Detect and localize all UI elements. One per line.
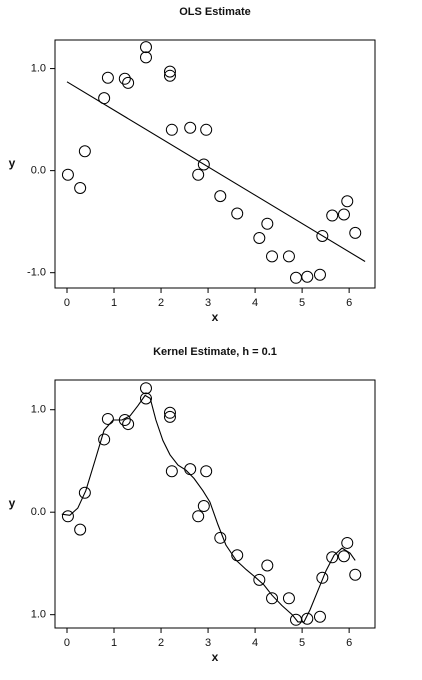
x-tick-label: 5 — [299, 637, 305, 649]
data-point — [197, 158, 210, 171]
data-point — [98, 433, 111, 446]
data-point — [349, 568, 362, 581]
data-point — [184, 463, 197, 476]
data-point — [337, 208, 350, 221]
data-point — [122, 76, 135, 89]
data-point — [301, 612, 314, 625]
data-point — [261, 559, 274, 572]
x-tick-label: 3 — [205, 297, 211, 309]
y-tick-label: -1.0 — [27, 267, 46, 279]
data-point — [289, 271, 302, 284]
data-point — [61, 168, 74, 181]
data-point — [139, 51, 152, 64]
data-point — [192, 168, 205, 181]
x-tick-label: 4 — [252, 637, 258, 649]
data-point — [200, 465, 213, 478]
data-point — [341, 536, 354, 549]
x-axis-label: x — [212, 650, 219, 664]
x-tick-label: 0 — [64, 297, 70, 309]
data-point — [282, 592, 295, 605]
data-point — [197, 500, 210, 513]
data-point — [139, 41, 152, 54]
data-point — [163, 69, 176, 82]
x-tick-label: 2 — [158, 297, 164, 309]
x-tick-label: 0 — [64, 637, 70, 649]
x-tick-label: 1 — [111, 297, 117, 309]
data-point — [266, 250, 279, 263]
y-tick-label: 1.0 — [31, 404, 46, 416]
data-point — [163, 406, 176, 419]
plot-frame — [54, 379, 376, 629]
data-point — [282, 250, 295, 263]
data-point — [74, 181, 87, 194]
data-point — [74, 523, 87, 536]
data-point — [253, 231, 266, 244]
y-tick-label: 0.0 — [31, 506, 46, 518]
x-tick-label: 5 — [299, 297, 305, 309]
chart-title: Kernel Estimate, h = 0.1 — [153, 346, 277, 358]
data-point — [118, 72, 131, 85]
data-point — [326, 551, 339, 564]
chart-title: OLS Estimate — [179, 6, 251, 18]
data-point — [316, 229, 329, 242]
data-point — [165, 123, 178, 136]
data-point — [163, 65, 176, 78]
data-point — [316, 571, 329, 584]
data-point — [313, 268, 326, 281]
data-point — [313, 610, 326, 623]
y-axis-label: y — [9, 156, 16, 170]
data-point — [192, 510, 205, 523]
fit-line — [61, 394, 356, 623]
x-tick-label: 6 — [346, 297, 352, 309]
x-tick-label: 6 — [346, 637, 352, 649]
data-point — [200, 123, 213, 136]
x-axis-label: x — [212, 310, 219, 324]
x-tick-label: 3 — [205, 637, 211, 649]
data-point — [337, 550, 350, 563]
data-point — [341, 195, 354, 208]
data-point — [165, 465, 178, 478]
x-tick-label: 2 — [158, 637, 164, 649]
data-point — [122, 418, 135, 431]
data-point — [214, 190, 227, 203]
data-point — [261, 217, 274, 230]
data-point — [184, 121, 197, 134]
data-point — [78, 486, 91, 499]
plot-frame — [54, 39, 376, 289]
y-axis-label: y — [9, 496, 16, 510]
fit-line — [66, 81, 366, 262]
data-point — [139, 382, 152, 395]
y-tick-label: 1.0 — [31, 609, 46, 621]
y-tick-label: 1.0 — [31, 62, 46, 74]
data-point — [301, 270, 314, 283]
data-point — [214, 531, 227, 544]
data-point — [231, 207, 244, 220]
data-point — [101, 71, 114, 84]
y-tick-label: 0.0 — [31, 165, 46, 177]
x-tick-label: 1 — [111, 637, 117, 649]
x-tick-label: 4 — [252, 297, 258, 309]
data-point — [139, 392, 152, 405]
data-point — [326, 209, 339, 222]
data-point — [101, 412, 114, 425]
data-point — [253, 573, 266, 586]
data-point — [61, 510, 74, 523]
data-point — [78, 145, 91, 158]
data-point — [266, 592, 279, 605]
data-point — [349, 226, 362, 239]
data-point — [163, 410, 176, 423]
